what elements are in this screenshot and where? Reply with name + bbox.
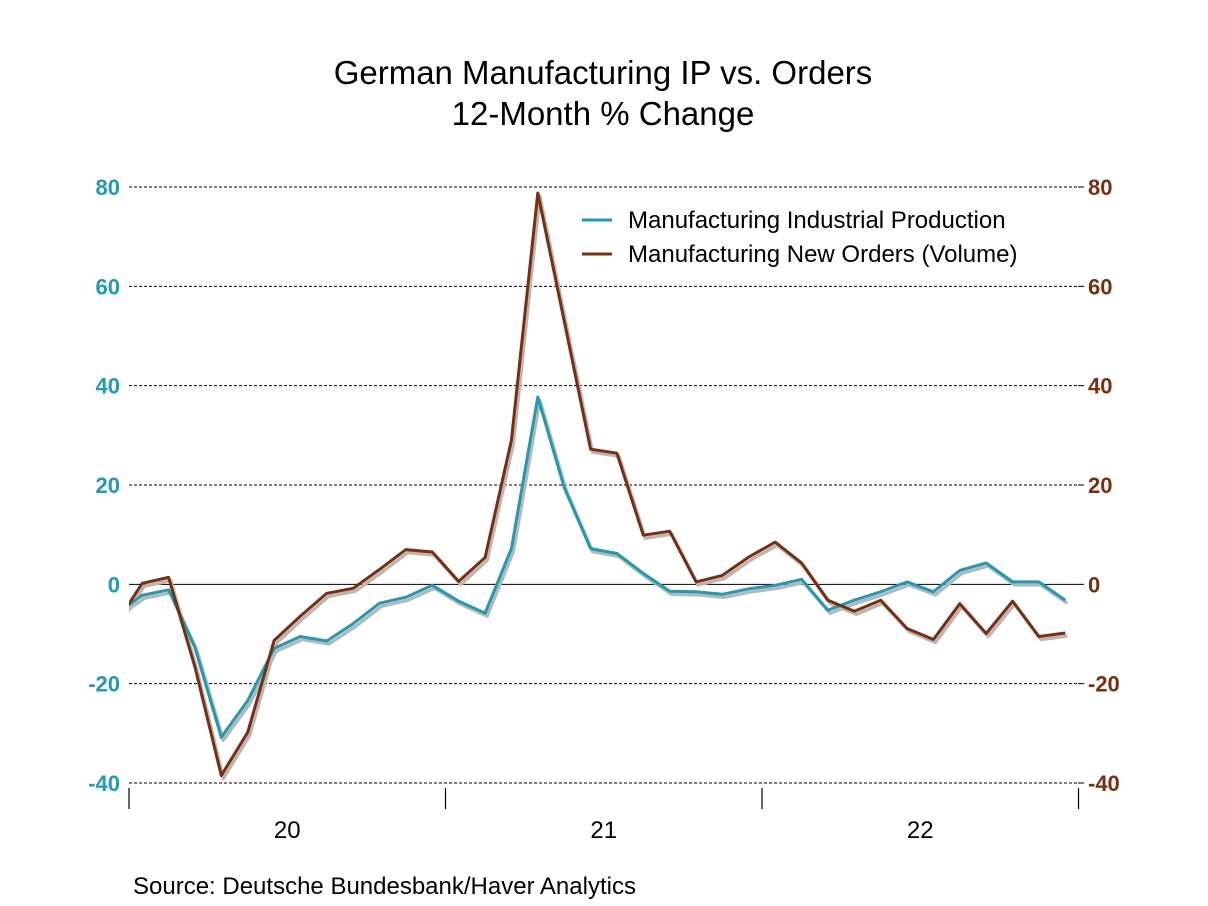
series-line-industrial-production bbox=[129, 395, 1067, 739]
x-tick-label: 22 bbox=[907, 817, 934, 844]
left-tick-label: 60 bbox=[96, 274, 120, 299]
left-tick-label: 80 bbox=[96, 175, 120, 200]
legend: Manufacturing Industrial Production Manu… bbox=[582, 207, 1017, 268]
right-tick-label: 20 bbox=[1088, 473, 1112, 498]
left-tick-label: 0 bbox=[108, 572, 120, 597]
series-lines bbox=[129, 191, 1069, 781]
left-axis-ticks: -40 -20 0 20 40 60 80 bbox=[88, 175, 120, 796]
left-tick-label: 40 bbox=[96, 374, 120, 399]
right-tick-label: 40 bbox=[1088, 374, 1112, 399]
right-tick-label: -20 bbox=[1088, 672, 1120, 697]
left-tick-label: -20 bbox=[88, 672, 120, 697]
right-tick-label: -40 bbox=[1088, 771, 1120, 796]
right-tick-label: 0 bbox=[1088, 572, 1100, 597]
gridlines bbox=[129, 186, 1084, 784]
right-tick-label: 60 bbox=[1088, 274, 1112, 299]
chart-title: German Manufacturing IP vs. Orders bbox=[334, 54, 873, 91]
series-line-new-orders bbox=[129, 191, 1066, 777]
source-note: Source: Deutsche Bundesbank/Haver Analyt… bbox=[133, 873, 636, 900]
x-tick-label: 21 bbox=[590, 817, 617, 844]
right-axis-ticks: -40 -20 0 20 40 60 80 bbox=[1088, 175, 1120, 796]
left-tick-label: 20 bbox=[96, 473, 120, 498]
left-tick-label: -40 bbox=[88, 771, 120, 796]
chart-subtitle: 12-Month % Change bbox=[452, 95, 755, 132]
right-tick-label: 80 bbox=[1088, 175, 1112, 200]
series-shadow bbox=[129, 194, 1068, 781]
series-shadow bbox=[129, 398, 1069, 743]
x-axis: 20 21 22 bbox=[128, 788, 1080, 844]
x-tick-label: 20 bbox=[274, 817, 301, 844]
legend-label-ip: Manufacturing Industrial Production bbox=[628, 207, 1006, 234]
legend-label-orders: Manufacturing New Orders (Volume) bbox=[628, 241, 1017, 268]
